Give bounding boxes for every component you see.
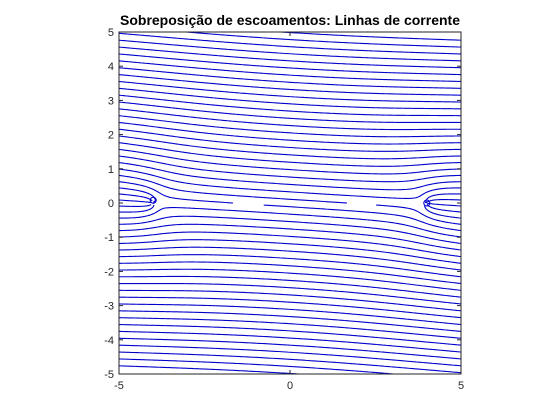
streamline-47 [118, 53, 462, 76]
y-tick-label-0: -5 [104, 369, 114, 381]
chart-title: Sobreposição de escoamentos: Linhas de c… [120, 12, 460, 28]
streamline-51 [186, 31, 462, 48]
streamline-52 [281, 31, 462, 41]
streamline-43 [118, 80, 462, 103]
streamline-41 [118, 94, 462, 117]
streamline-21 [118, 215, 462, 244]
streamline-29 [118, 174, 462, 204]
streamline-14 [118, 268, 462, 291]
streamline-39 [118, 108, 462, 131]
streamline-20 [118, 223, 462, 251]
streamline-3 [118, 344, 462, 367]
streamline-23 [118, 204, 462, 232]
x-tick-label-0: -5 [114, 380, 124, 392]
streamline-28 [118, 181, 462, 204]
streamline-35 [118, 135, 462, 160]
streamline-38 [118, 115, 462, 138]
streamline-0 [118, 365, 299, 375]
stagnation-point-0 [149, 196, 157, 204]
y-tick-label-6: 1 [108, 164, 114, 176]
streamlines-group [118, 31, 462, 375]
plot-background [119, 32, 461, 374]
streamline-27 [118, 187, 462, 207]
streamline-50 [118, 32, 462, 55]
stagnation-point-1 [423, 199, 431, 207]
streamline-6 [118, 323, 462, 346]
streamline-33 [118, 148, 462, 175]
y-tick-label-2: -3 [104, 301, 114, 313]
x-tick-label-2: 5 [458, 380, 464, 392]
y-tick-label-3: -2 [104, 266, 114, 278]
streamline-30 [118, 168, 461, 199]
streamline-5 [118, 330, 462, 353]
y-tick-label-5: 0 [108, 198, 114, 210]
streamline-36 [118, 128, 462, 152]
streamline-13 [118, 275, 462, 298]
streamline-10 [118, 296, 462, 319]
y-tick-label-8: 3 [108, 95, 114, 107]
streamline-8 [118, 310, 462, 332]
streamline-18 [118, 239, 462, 264]
streamline-49 [118, 39, 462, 62]
streamline-16 [118, 254, 462, 278]
streamline-34 [118, 142, 462, 167]
streamline-37 [118, 121, 462, 145]
streamline-22 [119, 207, 462, 238]
streamline-4 [118, 337, 462, 360]
streamline-44 [118, 74, 462, 96]
streamline-32 [118, 155, 462, 183]
x-tick-label-1: 0 [287, 380, 293, 392]
streamline-31 [118, 162, 462, 191]
streamline-24 [118, 204, 462, 225]
streamline-42 [118, 87, 462, 110]
streamline-9 [118, 303, 462, 326]
streamline-48 [118, 46, 462, 69]
streamline-11 [118, 289, 462, 312]
y-tick-label-7: 2 [108, 130, 114, 142]
y-tick-label-1: -4 [104, 335, 114, 347]
streamline-2 [118, 351, 462, 374]
y-tick-label-4: -1 [104, 232, 114, 244]
streamline-12 [118, 282, 462, 305]
y-tick-label-10: 5 [108, 27, 114, 39]
streamline-46 [118, 60, 462, 83]
streamline-40 [118, 101, 462, 124]
streamline-1 [118, 358, 394, 375]
streamline-7 [119, 317, 462, 339]
streamline-17 [118, 246, 462, 271]
axes-group: -5 0 5 -5 -4 -3 -2 -1 0 1 2 3 4 5 [104, 27, 464, 392]
streamline-19 [118, 231, 462, 258]
y-tick-label-9: 4 [108, 61, 114, 73]
